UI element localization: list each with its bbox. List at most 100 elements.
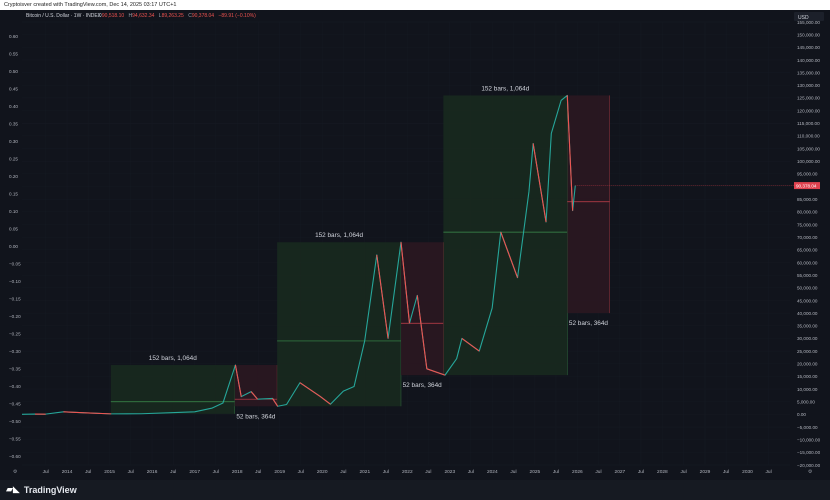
price-segment-down (566, 95, 574, 211)
x-axis-tick-label: Jul (468, 469, 474, 475)
x-axis-tick-label: 2016 (147, 469, 158, 475)
x-axis-tick-label: Jul (766, 469, 772, 475)
x-axis-tick-label: 2027 (615, 469, 626, 475)
right-axis-tick-label: 65,000.00 (797, 248, 818, 253)
x-axis-tick-label: 2025 (530, 469, 541, 475)
left-axis-tick-label: 0.60 (9, 34, 18, 39)
x-axis-tick-label: 2015 (104, 469, 115, 475)
close-label: C (188, 13, 192, 19)
x-axis-tick-label: 2023 (444, 469, 455, 475)
tradingview-logo-icon: ▰◣ (6, 484, 20, 494)
x-axis-tick-label: Jul (425, 469, 431, 475)
last-price-badge (794, 182, 820, 190)
currency-selector[interactable] (794, 12, 824, 21)
price-chart[interactable]: 152 bars, 1,064d 52 bars, 364d 152 bars, 1… (0, 10, 830, 480)
bull-range-box (110, 365, 235, 414)
range-label: 52 bars, 364d (403, 382, 443, 389)
right-axis-tick-label: 130,000.00 (797, 83, 820, 88)
left-axis-tick-label: 0.15 (9, 191, 18, 196)
left-axis-tick-label: 0.55 (9, 51, 18, 56)
chart-area[interactable]: 152 bars, 1,064d 52 bars, 364d 152 bars, 1… (0, 10, 830, 480)
open-value: 90,518.10 (102, 13, 124, 19)
right-axis-tick-label: 110,000.00 (797, 134, 820, 139)
left-axis-tick-label: −0.45 (9, 401, 21, 406)
left-axis-tick-label: 0.45 (9, 86, 18, 91)
right-axis-tick-label: 80,000.00 (797, 210, 818, 215)
left-axis-tick-label: −0.10 (9, 279, 21, 284)
brand[interactable]: ▰◣ TradingView (6, 484, 77, 495)
settings-icon: ⚙ (13, 469, 18, 475)
x-axis-tick-label: 2024 (487, 469, 498, 475)
x-axis-tick-label: Jul (383, 469, 389, 475)
right-axis-tick-label: −15,000.00 (797, 450, 821, 455)
x-axis-tick-label: 2029 (700, 469, 711, 475)
left-axis-tick-label: 0.25 (9, 156, 18, 161)
right-axis-tick-label: −20,000.00 (797, 463, 821, 468)
left-axis-tick-label: 0.50 (9, 69, 18, 74)
price-segment-down (426, 368, 446, 376)
right-axis-tick-label: 60,000.00 (797, 260, 818, 265)
range-label: 52 bars, 364d (569, 320, 609, 327)
x-axis-tick-label: 2030 (742, 469, 753, 475)
x-axis-tick-label: 2014 (62, 469, 73, 475)
right-axis-tick-label: 30,000.00 (797, 336, 818, 341)
range-label: 152 bars, 1,064d (149, 355, 197, 362)
x-axis-tick-label: 2017 (189, 469, 200, 475)
left-axis-tick-label: 0.05 (9, 226, 18, 231)
left-axis-tick-label: −0.25 (9, 331, 21, 336)
open-label: O (98, 13, 102, 19)
right-axis-tick-label: 75,000.00 (797, 222, 818, 227)
price-segment-down (532, 143, 547, 223)
bear-range-box (234, 365, 278, 407)
right-axis-tick-label: 85,000.00 (797, 197, 818, 202)
brand-name: TradingView (23, 484, 77, 495)
price-segment-down (234, 364, 242, 397)
right-axis-tick-label: 25,000.00 (797, 349, 818, 354)
ohlc-readout: O90,518.10 H94,632.34 L89,263.25 C90,378… (98, 13, 256, 19)
right-axis-tick-label: 0.00 (797, 412, 806, 417)
price-segment-down (400, 242, 411, 324)
price-segment-down (319, 395, 331, 405)
x-axis-tick-label: Jul (340, 469, 346, 475)
x-axis-tick-label: Jul (298, 469, 304, 475)
attribution-text: Cryptoisver created with TradingView.com… (4, 2, 177, 8)
x-axis-tick-label: Jul (255, 469, 261, 475)
price-segment-down (416, 295, 428, 369)
x-axis-tick-label: 2022 (402, 469, 413, 475)
right-axis-tick-label: 35,000.00 (797, 324, 818, 329)
left-axis-tick-label: 0.20 (9, 174, 18, 179)
x-axis-tick-label: Jul (85, 469, 91, 475)
price-segment-down (299, 382, 321, 397)
left-axis-tick-label: 0.00 (9, 244, 18, 249)
right-axis-tick-label: 15,000.00 (797, 374, 818, 379)
gear-icon: ⚙ (808, 469, 813, 475)
right-axis-tick-label: 115,000.00 (797, 121, 820, 126)
footer: ▰◣ TradingView (0, 480, 830, 500)
right-axis-tick-label: 140,000.00 (797, 58, 820, 63)
x-axis-tick-label: 2028 (657, 469, 668, 475)
low-label: L (159, 13, 162, 19)
left-axis-tick-label: 0.35 (9, 121, 18, 126)
right-axis-tick-label: −5,000.00 (797, 425, 818, 430)
x-axis-tick-label: 2018 (232, 469, 243, 475)
price-segment-down (500, 231, 519, 278)
price-segment-down (250, 391, 258, 400)
x-axis-tick-label: Jul (128, 469, 134, 475)
x-axis-tick-label: Jul (553, 469, 559, 475)
bull-range-box (443, 95, 568, 376)
x-axis-tick-label: Jul (595, 469, 601, 475)
right-axis-tick-label: 135,000.00 (797, 70, 820, 75)
symbol-title: Bitcoin / U.S. Dollar · 1W · INDEX (26, 13, 102, 19)
x-axis-tick-label: Jul (638, 469, 644, 475)
x-axis-tick-label: 2026 (572, 469, 583, 475)
price-segment-down (63, 411, 85, 414)
low-value: 89,263.25 (162, 13, 184, 19)
left-axis-tick-label: −0.60 (9, 454, 21, 459)
last-price-value: 90,378.04 (796, 183, 817, 188)
right-axis-tick-label: 150,000.00 (797, 32, 820, 37)
range-label: 152 bars, 1,064d (481, 85, 529, 92)
right-axis-tick-label: 5,000.00 (797, 400, 815, 405)
price-line (21, 94, 576, 415)
close-value: 90,378.04 (192, 13, 214, 19)
currency-label: USD (798, 15, 809, 21)
